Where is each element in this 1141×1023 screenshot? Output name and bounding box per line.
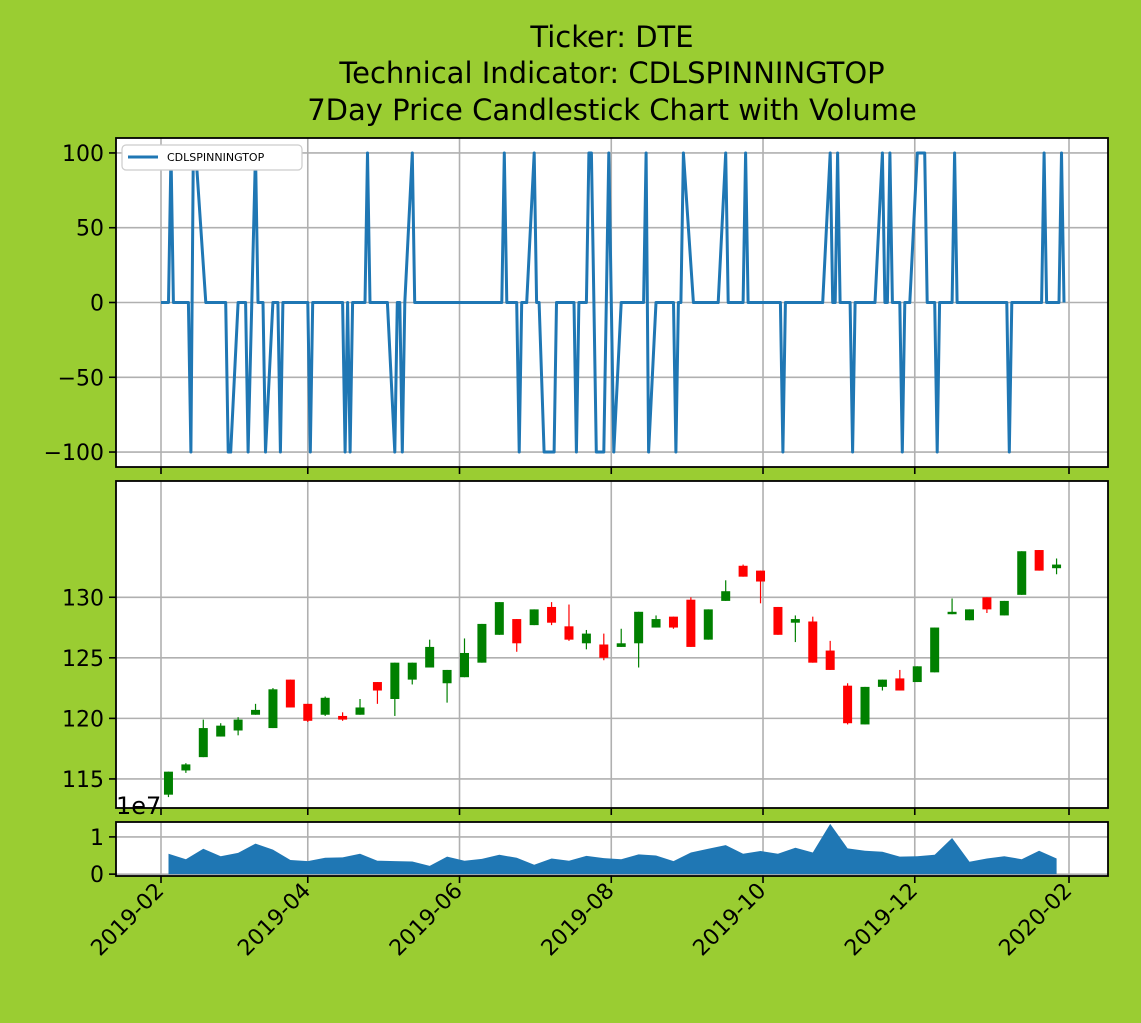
- ind-ytick-label: −50: [58, 366, 104, 391]
- candle-body-down: [668, 616, 678, 628]
- chart-title-indicator: Technical Indicator: CDLSPINNINGTOP: [338, 56, 884, 90]
- candle-body-up: [251, 709, 261, 715]
- candle-body-down: [982, 597, 992, 610]
- candle-body-down: [599, 644, 609, 658]
- candle-body-up: [703, 609, 713, 640]
- price-ytick-label: 115: [62, 768, 104, 793]
- xtick-label: 2019-10: [689, 879, 772, 962]
- volume-multiplier-label: 1e7: [116, 792, 161, 820]
- chart-title-subtitle: 7Day Price Candlestick Chart with Volume: [307, 93, 917, 127]
- candle-body-up: [790, 619, 800, 623]
- candle-body-down: [808, 621, 818, 663]
- candle-body-down: [773, 606, 783, 635]
- xtick-label: 2019-06: [385, 879, 468, 962]
- candle-body-up: [355, 707, 365, 715]
- candle-body-up: [634, 611, 644, 644]
- candles-group: [163, 550, 1062, 798]
- candle-body-down: [303, 703, 313, 721]
- candle-body-up: [425, 646, 435, 668]
- price-ytick-label: 120: [62, 707, 104, 732]
- legend-box: [121, 144, 303, 171]
- candle-body-down: [512, 619, 522, 644]
- candle-body-up: [581, 633, 591, 644]
- candle-body-up: [477, 623, 487, 663]
- xtick-label: 2020-02: [995, 879, 1078, 962]
- candle-body-up: [320, 697, 330, 715]
- candle-body-down: [825, 650, 835, 670]
- price-frame: [115, 480, 1109, 809]
- candle-body-down: [285, 679, 295, 708]
- candle-body-up: [1017, 551, 1027, 595]
- candle-body-down: [564, 626, 574, 640]
- price-ytick-label: 130: [62, 586, 104, 611]
- chart-title-ticker: Ticker: DTE: [529, 20, 693, 54]
- candle-body-down: [843, 685, 853, 724]
- ind-ytick-label: 0: [90, 292, 104, 317]
- candle-body-down: [1034, 550, 1044, 571]
- candle-body-down: [686, 599, 696, 647]
- candle-body-down: [372, 682, 382, 691]
- candle-body-up: [860, 686, 870, 725]
- candle-body-up: [216, 725, 226, 737]
- xtick-label: 2019-04: [233, 879, 316, 962]
- candle-body-up: [163, 771, 173, 795]
- price-ytick-label: 125: [62, 647, 104, 672]
- candle-body-up: [930, 627, 940, 673]
- candle-body-up: [181, 764, 191, 771]
- ind-ytick-label: 100: [62, 142, 104, 167]
- ind-frame: [115, 137, 1109, 468]
- indicator-legend: CDLSPINNINGTOP: [121, 144, 303, 171]
- candle-body-up: [616, 643, 626, 647]
- candle-body-up: [407, 662, 417, 680]
- candle-body-up: [947, 611, 957, 615]
- indicator-series-line: [161, 151, 1066, 454]
- candle-body-up: [651, 619, 661, 628]
- xtick-label: 2019-02: [87, 879, 170, 962]
- xtick-label: 2019-08: [537, 879, 620, 962]
- candle-body-up: [721, 591, 731, 601]
- candle-body-up: [233, 719, 243, 731]
- candle-body-up: [877, 679, 887, 687]
- candle-body-up: [442, 669, 452, 684]
- candle-body-up: [964, 609, 974, 621]
- vol-frame: [115, 821, 1109, 877]
- vol-ytick-label: 1: [90, 826, 104, 851]
- candle-body-up: [1052, 564, 1062, 569]
- candle-body-down: [547, 606, 557, 623]
- volume-area: [168, 823, 1057, 875]
- candle-body-up: [999, 600, 1009, 616]
- ind-ytick-label: 50: [76, 217, 104, 242]
- legend-label: CDLSPINNINGTOP: [167, 151, 265, 164]
- candle-body-down: [338, 715, 348, 720]
- candle-body-down: [738, 565, 748, 577]
- candle-body-up: [529, 609, 539, 626]
- candle-body-up: [912, 666, 922, 683]
- candle-body-up: [390, 662, 400, 699]
- xtick-label: 2019-12: [840, 879, 923, 962]
- candle-body-down: [895, 678, 905, 691]
- candle-body-up: [494, 602, 504, 635]
- candle-body-up: [198, 728, 208, 758]
- candle-body-down: [756, 570, 766, 582]
- candle-body-up: [459, 652, 469, 678]
- ind-ytick-label: −100: [44, 441, 104, 466]
- candle-body-up: [268, 689, 278, 729]
- vol-ytick-label: 0: [90, 863, 104, 888]
